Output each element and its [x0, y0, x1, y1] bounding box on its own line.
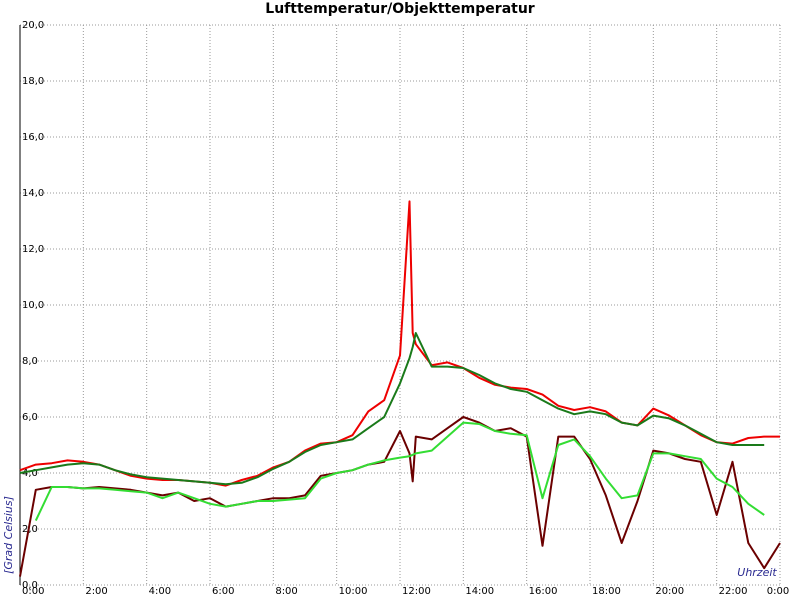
y-axis-label: [Grad Celsius]: [2, 496, 15, 574]
x-tick-label: 6:00: [212, 586, 234, 597]
y-tick-label: 10,0: [22, 300, 44, 311]
x-tick-label: 8:00: [275, 586, 297, 597]
y-tick-label: 14,0: [22, 188, 44, 199]
y-tick-label: 4,0: [22, 468, 38, 479]
series-line: [34, 421, 765, 522]
y-tick-label: 6,0: [22, 412, 38, 423]
x-tick-label: 0:00: [767, 586, 789, 597]
y-tick-label: 18,0: [22, 76, 44, 87]
y-tick-label: 12,0: [22, 244, 44, 255]
x-tick-label: 14:00: [465, 586, 494, 597]
series-line: [19, 332, 765, 486]
x-axis-label: Uhrzeit: [737, 566, 777, 579]
x-tick-label: 22:00: [719, 586, 748, 597]
x-tick-label: 20:00: [655, 586, 684, 597]
y-tick-label: 16,0: [22, 132, 44, 143]
x-tick-label: 12:00: [402, 586, 431, 597]
series-line: [19, 200, 780, 487]
y-tick-label: 0,0: [22, 580, 38, 591]
x-tick-label: 10:00: [339, 586, 368, 597]
y-tick-label: 2,0: [22, 524, 38, 535]
y-tick-label: 8,0: [22, 356, 38, 367]
x-tick-label: 18:00: [592, 586, 621, 597]
y-tick-label: 20,0: [22, 20, 44, 31]
x-tick-label: 0:00: [22, 586, 44, 597]
x-tick-label: 4:00: [149, 586, 171, 597]
chart-title: Lufttemperatur/Objekttemperatur: [265, 1, 535, 17]
x-tick-label: 16:00: [529, 586, 558, 597]
x-tick-label: 2:00: [85, 586, 107, 597]
